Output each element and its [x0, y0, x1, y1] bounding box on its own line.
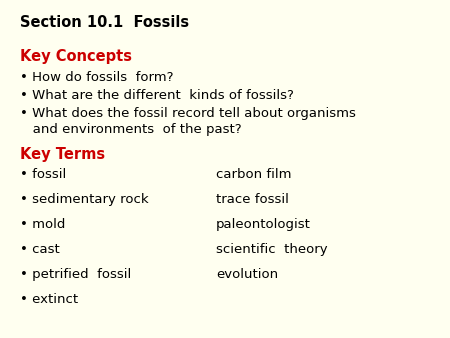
Text: paleontologist: paleontologist	[216, 218, 311, 231]
Text: • mold: • mold	[20, 218, 66, 231]
Text: Key Terms: Key Terms	[20, 147, 105, 162]
Text: evolution: evolution	[216, 268, 278, 281]
Text: trace fossil: trace fossil	[216, 193, 289, 206]
Text: • What does the fossil record tell about organisms
   and environments  of the p: • What does the fossil record tell about…	[20, 107, 356, 136]
Text: • extinct: • extinct	[20, 293, 78, 306]
Text: • petrified  fossil: • petrified fossil	[20, 268, 131, 281]
Text: Key Concepts: Key Concepts	[20, 49, 132, 64]
Text: Section 10.1  Fossils: Section 10.1 Fossils	[20, 15, 189, 30]
Text: • sedimentary rock: • sedimentary rock	[20, 193, 149, 206]
Text: • cast: • cast	[20, 243, 60, 256]
Text: scientific  theory: scientific theory	[216, 243, 328, 256]
Text: carbon film: carbon film	[216, 168, 292, 181]
Text: • fossil: • fossil	[20, 168, 67, 181]
Text: • How do fossils  form?: • How do fossils form?	[20, 71, 174, 84]
Text: • What are the different  kinds of fossils?: • What are the different kinds of fossil…	[20, 89, 294, 102]
